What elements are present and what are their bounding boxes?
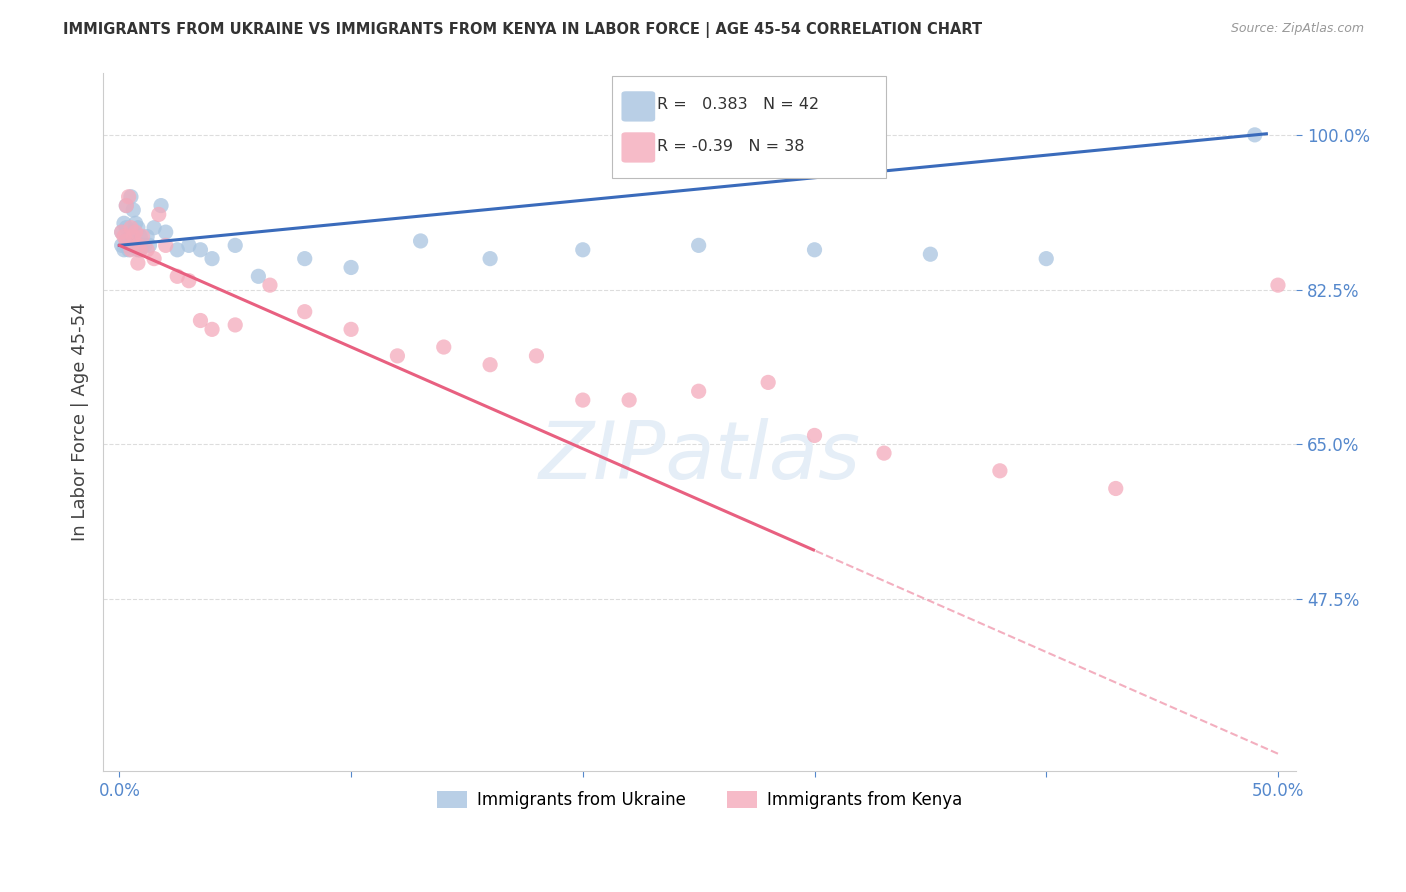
Point <box>433 340 456 354</box>
Point <box>120 220 142 235</box>
Point <box>127 243 149 257</box>
Point <box>1267 278 1289 293</box>
Point <box>122 225 145 239</box>
Point <box>134 238 156 252</box>
Point <box>115 198 138 212</box>
Point <box>988 464 1011 478</box>
Point <box>138 238 160 252</box>
Point <box>340 322 363 336</box>
Point <box>120 243 142 257</box>
Point <box>136 243 159 257</box>
Point <box>124 216 146 230</box>
Point <box>111 225 134 239</box>
Point <box>166 243 188 257</box>
Text: IMMIGRANTS FROM UKRAINE VS IMMIGRANTS FROM KENYA IN LABOR FORCE | AGE 45-54 CORR: IMMIGRANTS FROM UKRAINE VS IMMIGRANTS FR… <box>63 22 983 38</box>
Point <box>115 220 138 235</box>
Point <box>409 234 432 248</box>
Point <box>112 229 135 244</box>
Point <box>177 238 200 252</box>
Point <box>127 238 149 252</box>
Point <box>294 252 316 266</box>
Text: Source: ZipAtlas.com: Source: ZipAtlas.com <box>1230 22 1364 36</box>
Point <box>122 202 145 217</box>
Point <box>155 238 177 252</box>
Point <box>166 269 188 284</box>
Legend: Immigrants from Ukraine, Immigrants from Kenya: Immigrants from Ukraine, Immigrants from… <box>430 784 969 815</box>
Point <box>117 243 139 257</box>
Point <box>127 256 149 270</box>
Point <box>112 243 135 257</box>
Point <box>111 238 134 252</box>
Point <box>143 252 166 266</box>
Point <box>131 229 153 244</box>
Point <box>201 252 224 266</box>
Point <box>340 260 363 275</box>
Point <box>115 234 138 248</box>
Point <box>117 190 139 204</box>
Point <box>112 216 135 230</box>
Point <box>155 225 177 239</box>
Point <box>148 207 170 221</box>
Point <box>479 252 502 266</box>
Point <box>201 322 224 336</box>
Point <box>259 278 281 293</box>
Point <box>247 269 270 284</box>
Point <box>177 274 200 288</box>
Point <box>120 234 142 248</box>
Y-axis label: In Labor Force | Age 45-54: In Labor Force | Age 45-54 <box>72 303 89 541</box>
Point <box>873 446 896 460</box>
Point <box>131 238 153 252</box>
Point <box>117 229 139 244</box>
Text: R =   0.383   N = 42: R = 0.383 N = 42 <box>657 97 818 112</box>
Point <box>143 220 166 235</box>
Point <box>756 376 779 390</box>
Point <box>136 229 159 244</box>
Point <box>127 220 149 235</box>
Point <box>479 358 502 372</box>
Point <box>387 349 409 363</box>
Point <box>572 393 595 408</box>
Point <box>688 384 710 399</box>
Point <box>129 229 152 244</box>
Point <box>115 238 138 252</box>
Point <box>920 247 942 261</box>
Point <box>803 428 825 442</box>
Point <box>294 304 316 318</box>
Point <box>115 198 138 212</box>
Point <box>617 393 640 408</box>
Point <box>688 238 710 252</box>
Point <box>526 349 548 363</box>
Text: ZIPatlas: ZIPatlas <box>538 418 860 496</box>
Point <box>111 225 134 239</box>
Point <box>129 243 152 257</box>
Point <box>150 198 173 212</box>
Point <box>124 238 146 252</box>
Point <box>224 238 246 252</box>
Point <box>190 313 212 327</box>
Point <box>120 190 142 204</box>
Point <box>1243 128 1265 142</box>
Point <box>572 243 595 257</box>
Point <box>803 243 825 257</box>
Text: R = -0.39   N = 38: R = -0.39 N = 38 <box>657 139 804 154</box>
Point <box>1105 482 1128 496</box>
Point <box>224 318 246 332</box>
Point <box>1035 252 1057 266</box>
Point <box>124 225 146 239</box>
Point <box>129 243 152 257</box>
Point <box>122 229 145 244</box>
Point <box>190 243 212 257</box>
